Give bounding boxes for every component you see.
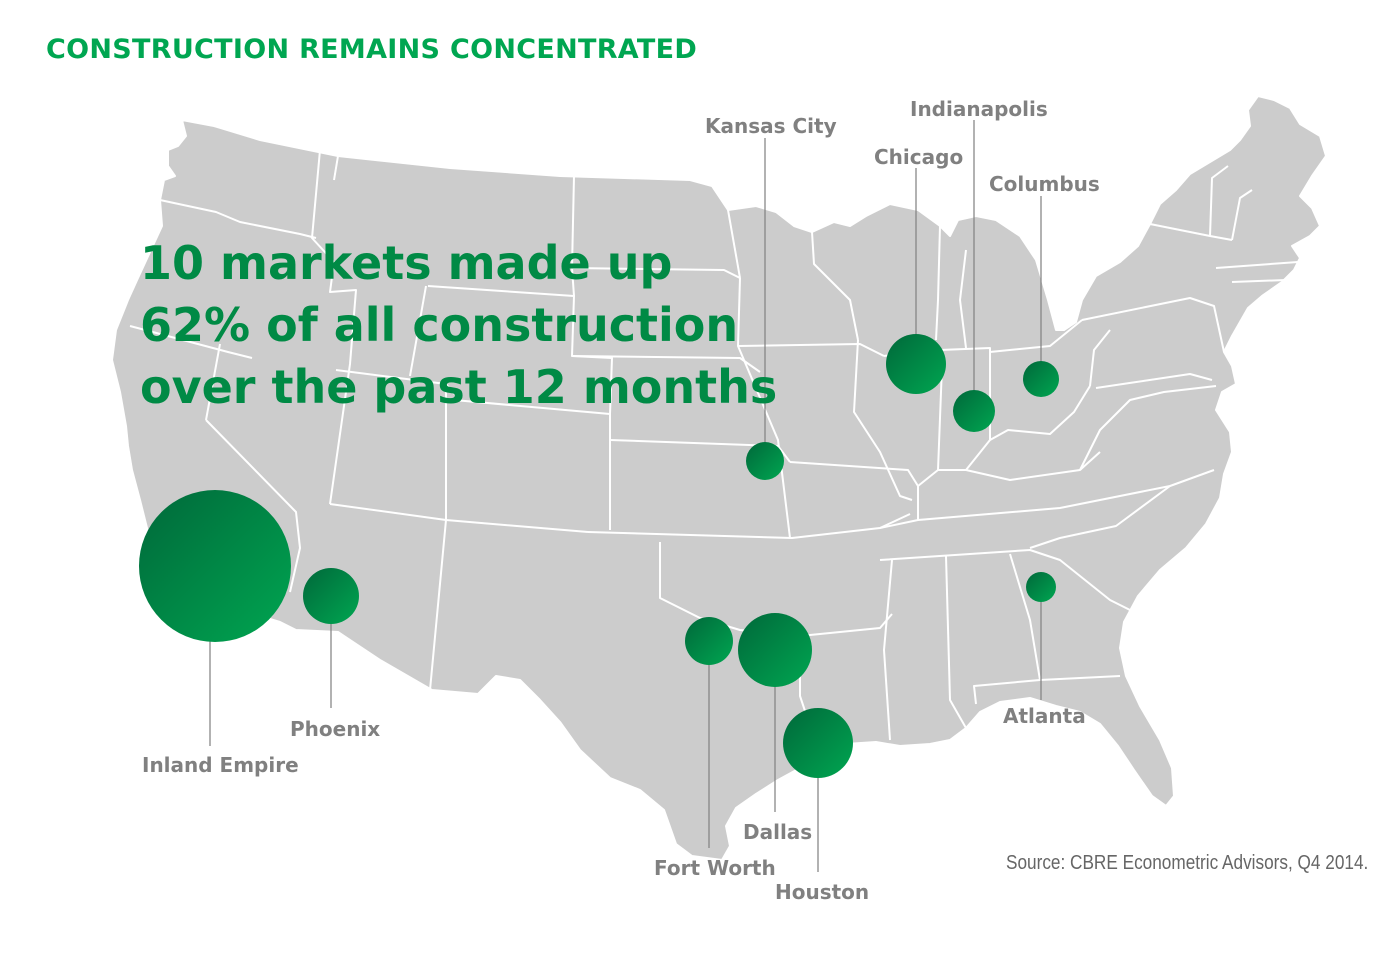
label-kansas-city: Kansas City [705,114,837,138]
headline-line-2: 62% of all construction [140,298,739,352]
label-dallas: Dallas [743,820,813,844]
bubble-inland-empire[interactable] [139,490,291,642]
label-fort-worth: Fort Worth [654,856,776,880]
headline: 10 markets made up 62% of all constructi… [140,232,800,418]
bubble-houston[interactable] [783,708,853,778]
market-bubbles [139,334,1059,778]
label-inland-empire: Inland Empire [142,753,299,777]
label-indianapolis: Indianapolis [910,97,1048,121]
state-borders [129,149,1299,757]
page-title: CONSTRUCTION REMAINS CONCENTRATED [46,34,698,65]
headline-line-1: 10 markets made up [140,236,673,290]
label-phoenix: Phoenix [290,717,381,741]
bubble-fort-worth[interactable] [685,617,733,665]
label-houston: Houston [775,880,870,904]
bubble-chicago[interactable] [886,334,946,394]
source-note: Source: CBRE Econometric Advisors, Q4 20… [1005,852,1368,874]
leader-lines [209,120,1042,872]
label-columbus: Columbus [989,172,1100,196]
us-land [111,95,1327,861]
bubble-phoenix[interactable] [303,568,359,624]
headline-line-3: over the past 12 months [140,360,778,414]
label-chicago: Chicago [874,145,964,169]
bubble-dallas[interactable] [738,613,812,687]
label-atlanta: Atlanta [1003,704,1086,728]
bubble-kansas-city[interactable] [746,442,784,480]
bubble-indianapolis[interactable] [953,390,995,432]
bubble-columbus[interactable] [1023,361,1059,397]
bubble-atlanta[interactable] [1026,572,1056,602]
